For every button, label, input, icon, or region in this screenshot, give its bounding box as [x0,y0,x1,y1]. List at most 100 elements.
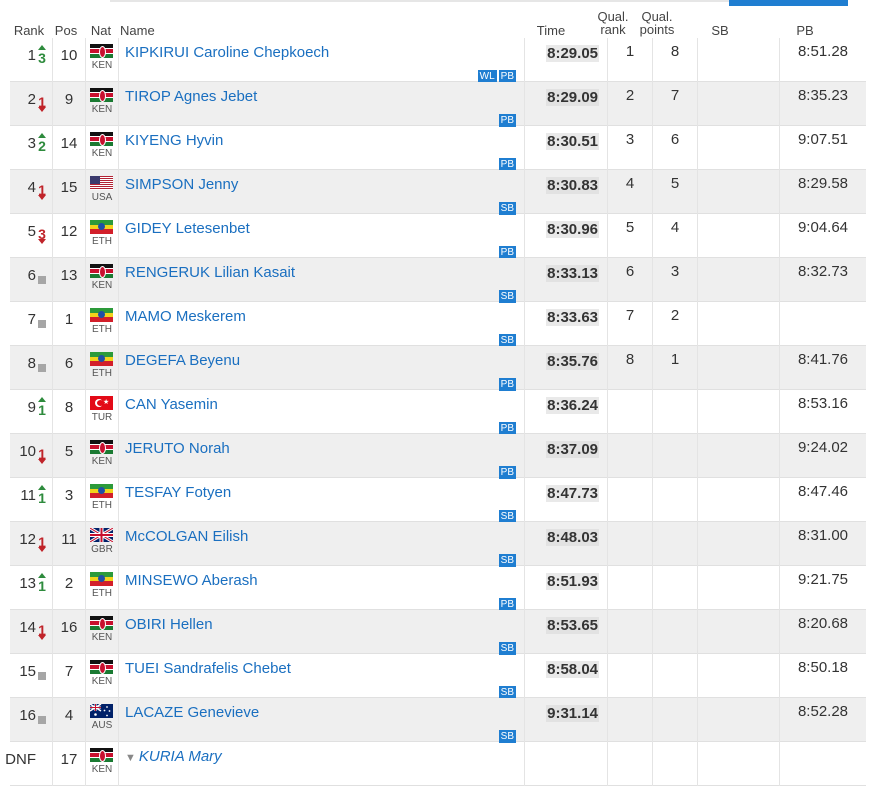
rank-value: 11 [20,487,36,504]
table-row[interactable]: 8 6 ETH DEGEFA Beyenu PB 8:35.76 8 1 8:41.76 [10,345,866,391]
record-badge: PB [498,246,516,259]
header-sb[interactable]: SB [711,23,729,38]
pb-value: 8:47.46 [797,483,849,500]
athlete-name-link[interactable]: CAN Yasemin [125,396,218,413]
table-row[interactable]: 11 1 3 ETH TESFAY Fotyen SB 8:47.73 8:47.46 [10,477,866,523]
athlete-name-link[interactable]: GIDEY Letesenbet [125,220,250,237]
table-row[interactable]: 16 4 AUS LACAZE Genevieve SB 9:31.14 8:52.28 [10,697,866,743]
athlete-name-link[interactable]: TESFAY Fotyen [125,484,231,501]
athlete-name-link[interactable]: MINSEWO Aberash [125,572,258,589]
table-row[interactable]: 2 1 9 KEN TIROP Agnes Jebet PB 8:29.09 2 7 8:35.2… [10,81,866,127]
search-bar-edge [110,0,730,2]
athlete-name-link[interactable]: JERUTO Norah [125,440,230,457]
triangle-up-icon [38,485,46,490]
table-row[interactable]: 13 1 2 ETH MINSEWO Aberash PB 8:51.93 9:21.75 [10,565,866,611]
table-row[interactable]: 5 3 12 ETH GIDEY Letesenbet PB 8:30.96 5 4 9:04.6… [10,213,866,259]
square-icon [38,364,46,372]
athlete-name-link[interactable]: McCOLGAN Eilish [125,528,248,545]
nat-cell: ETH [85,301,119,346]
athlete-name-link[interactable]: OBIRI Hellen [125,616,213,633]
qual-rank-cell: 7 [607,301,653,346]
nat-code: KEN [91,456,113,467]
athlete-name-link[interactable]: TUEI Sandrafelis Chebet [125,660,291,677]
athlete-name-link[interactable]: MAMO Meskerem [125,308,246,325]
athlete-name: KURIA Mary [138,748,222,765]
header-qual-rank[interactable]: Qual. rank [592,10,634,36]
rank-cell: 7 [10,301,53,346]
header-pb[interactable]: PB [796,23,814,38]
table-row[interactable]: 4 1 15 USA SIMPSON Jenny SB 8:30.83 4 5 8:29.58 [10,169,866,215]
table-row[interactable]: 15 7 KEN TUEI Sandrafelis Chebet SB 8:58.04 8:… [10,653,867,699]
nat-code: USA [91,192,113,203]
athlete-name-link[interactable]: ▼ KURIA Mary [125,748,222,765]
athlete-name: DEGEFA Beyenu [125,352,241,369]
athlete-name-link[interactable]: SIMPSON Jenny [125,176,238,193]
name-cell: OBIRI Hellen SB [118,609,525,655]
active-tab-indicator[interactable] [729,0,848,6]
header-qual-points[interactable]: Qual. points [636,10,678,36]
flag-icon [90,440,113,454]
rank-change-value: 1 [38,182,46,198]
pos-cell: 8 [52,389,86,434]
pb-value: 8:31.00 [797,527,849,544]
header-rank[interactable]: Rank [13,23,45,38]
badges: PB [497,418,516,435]
square-icon [38,320,46,328]
header-nat[interactable]: Nat [90,23,112,38]
athlete-name-link[interactable]: DEGEFA Beyenu [125,352,240,369]
table-row[interactable]: 12 1 11 GBR McCOLGAN Eilish SB 8:48.03 8:31.00 [10,521,866,567]
header-name[interactable]: Name [120,23,155,38]
qual-points-cell [652,477,698,522]
athlete-name-link[interactable]: KIYENG Hyvin [125,132,223,149]
qual-rank-value: 6 [625,263,635,280]
qual-rank-cell [607,609,653,654]
badges: PB [497,242,516,259]
pb-cell: 8:32.73 [779,257,866,302]
time-cell [524,741,608,786]
table-row[interactable]: 14 1 16 KEN OBIRI Hellen SB 8:53.65 8:20.68 [10,609,866,655]
nat-code: KEN [91,632,113,643]
sb-cell [697,125,780,170]
table-row[interactable]: DNF 17 KEN ▼ KURIA Mary [5,741,866,786]
nat-code: KEN [91,104,113,115]
qual-rank-cell: 2 [607,81,653,126]
qual-points-cell [652,697,698,742]
sb-cell [697,565,780,610]
flag-icon [90,220,113,234]
sb-cell [697,38,780,82]
nat-code: KEN [91,60,113,71]
rank-value: 5 [27,223,36,240]
header-pos[interactable]: Pos [54,23,78,38]
triangle-up-icon [38,45,46,50]
time-cell: 8:33.63 [524,301,608,346]
athlete-name-link[interactable]: TIROP Agnes Jebet [125,88,257,105]
rank-same-indicator [37,704,47,726]
table-row[interactable]: 6 13 KEN RENGERUK Lilian Kasait SB 8:33.13 6 3 8… [10,257,866,303]
name-cell: LACAZE Genevieve SB [118,697,525,743]
athlete-name: MINSEWO Aberash [125,572,258,589]
record-badge: PB [498,114,516,127]
table-row[interactable]: 3 2 14 KEN KIYENG Hyvin PB 8:30.51 3 6 9:07.51 [10,125,866,171]
sb-cell [697,433,780,478]
rank-value: 6 [27,267,36,284]
pos-value: 16 [60,619,78,636]
time-cell: 8:29.09 [524,81,608,126]
badges: SB [497,682,516,699]
table-row[interactable]: 1 3 10 KEN KIPKIRUI Caroline Chepkoech WL PB 8:… [10,38,866,83]
table-row[interactable]: 10 1 5 KEN JERUTO Norah PB 8:37.09 9:24.02 [10,433,866,479]
qual-points-cell [652,565,698,610]
qual-points-cell: 6 [652,125,698,170]
qual-rank-cell: 4 [607,169,653,214]
triangle-down-icon [38,195,46,200]
pb-cell: 8:50.18 [780,654,867,698]
table-row[interactable]: 9 1 8 ★ TUR CAN Yasemin PB 8:36.24 8:53.16 [10,389,866,435]
header-qual-points-line1: Qual. [641,9,673,24]
athlete-name-link[interactable]: RENGERUK Lilian Kasait [125,264,295,281]
athlete-name-link[interactable]: KIPKIRUI Caroline Chepkoech [125,44,329,61]
table-row[interactable]: 7 1 ETH MAMO Meskerem SB 8:33.63 7 2 [10,301,866,347]
athlete-name-link[interactable]: LACAZE Genevieve [125,704,259,721]
header-time[interactable]: Time [536,23,566,38]
rank-value: 13 [19,575,36,592]
